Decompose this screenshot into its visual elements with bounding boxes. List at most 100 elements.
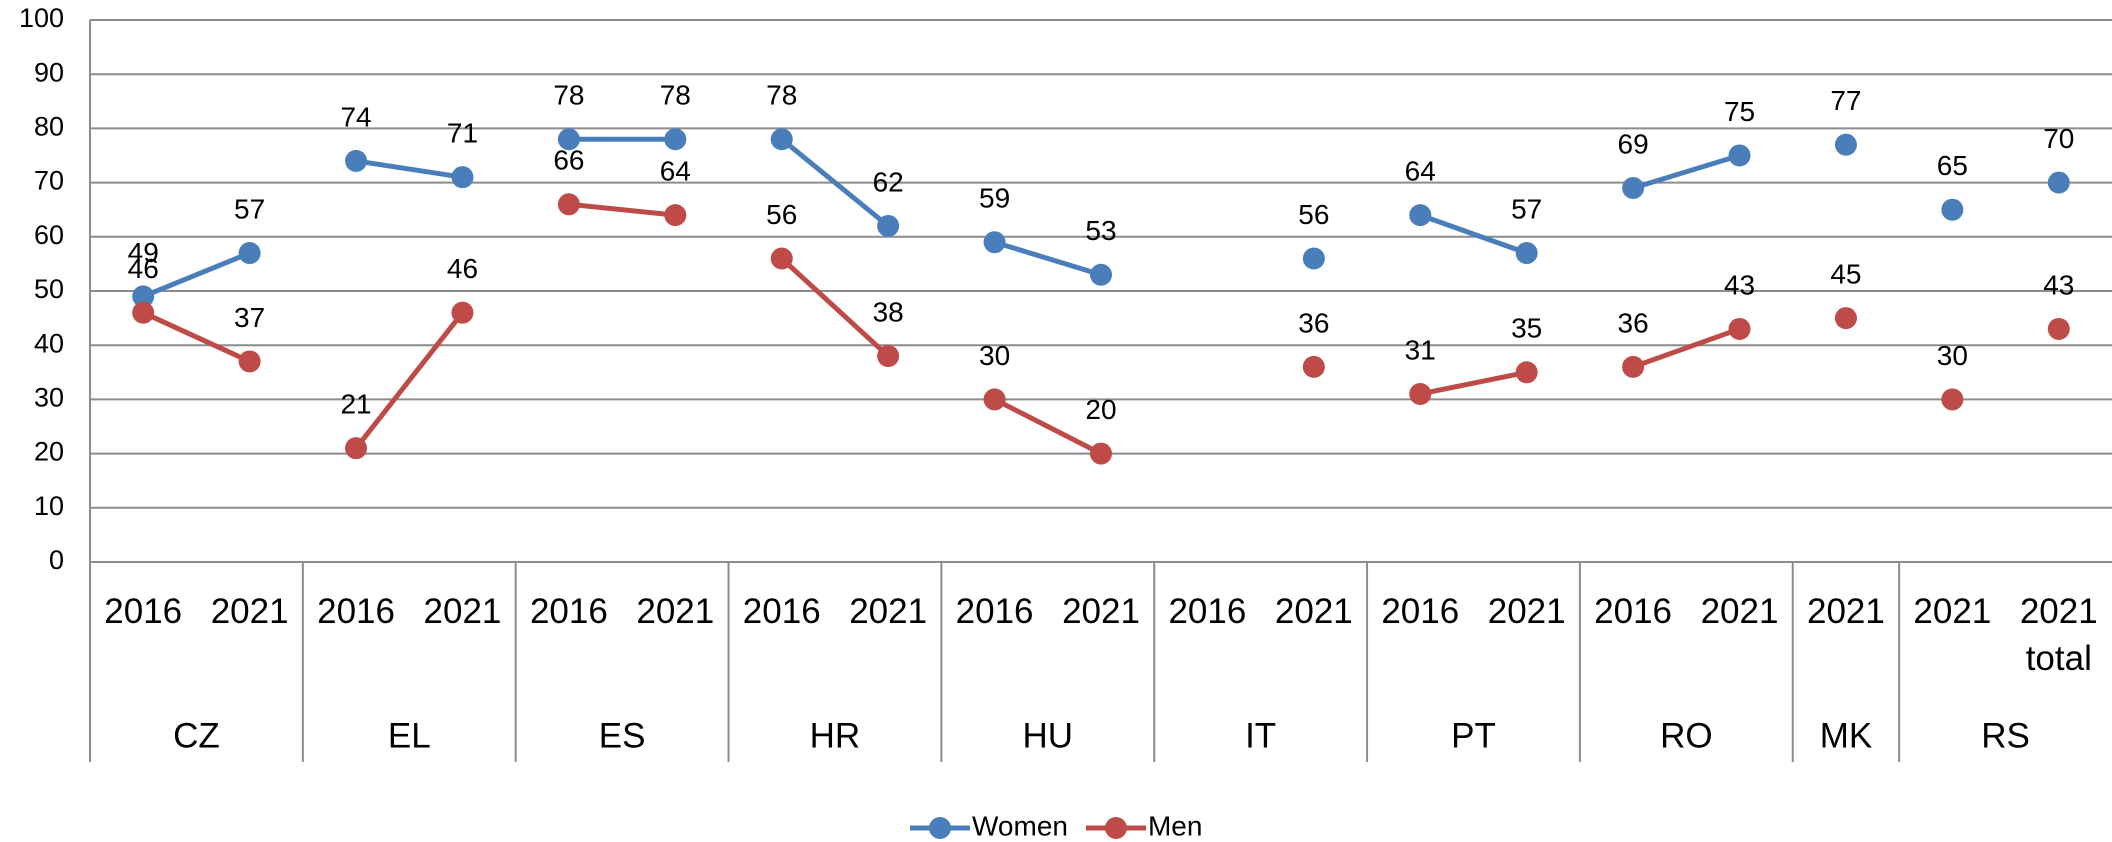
x-tick-label: 2021: [1488, 592, 1566, 631]
data-point: [770, 247, 793, 270]
series-line: [1632, 326, 1741, 370]
y-tick-label: 50: [34, 274, 64, 304]
data-label: 36: [1298, 307, 1329, 338]
data-label: 78: [766, 80, 797, 111]
data-point: [345, 437, 368, 460]
x-tick-label: 2021: [211, 592, 289, 631]
series-line: [1419, 212, 1528, 256]
series-line: [780, 256, 890, 358]
data-label: 65: [1937, 150, 1968, 181]
y-tick-label: 70: [34, 166, 64, 196]
data-label: 43: [2043, 269, 2074, 300]
data-point: [770, 128, 793, 151]
data-label: 78: [553, 80, 584, 111]
data-point: [132, 285, 155, 308]
group-label: RO: [1660, 716, 1713, 755]
series-line: [568, 201, 676, 218]
data-point: [664, 128, 687, 151]
data-label: 69: [1618, 128, 1649, 159]
data-label: 71: [447, 118, 478, 149]
group-label: PT: [1451, 716, 1496, 755]
data-point: [1728, 317, 1751, 340]
data-point: [1090, 442, 1112, 465]
x-tick-label: 2021 total: [2020, 592, 2098, 678]
series-line: [780, 137, 890, 228]
group-label: CZ: [173, 716, 220, 755]
series-line: [354, 311, 465, 450]
data-label: 30: [1937, 340, 1968, 371]
data-point: [238, 350, 261, 373]
data-point: [1941, 388, 1964, 411]
y-tick-label: 0: [49, 545, 64, 575]
data-point: [877, 214, 900, 237]
x-tick-label: 2016: [1168, 592, 1246, 631]
data-point: [451, 301, 474, 324]
data-label: 35: [1511, 313, 1542, 344]
series-line: [1632, 153, 1741, 191]
data-point: [238, 242, 261, 265]
data-point: [345, 149, 368, 172]
data-label: 56: [1298, 199, 1329, 230]
data-label: 46: [447, 253, 478, 284]
data-point: [1622, 355, 1645, 378]
data-label: 20: [1085, 394, 1116, 425]
data-label: 36: [1618, 307, 1649, 338]
data-label: 74: [340, 101, 371, 132]
data-point: [983, 231, 1006, 254]
y-tick-label: 60: [34, 220, 64, 250]
legend-marker: [1104, 817, 1127, 839]
data-point: [2047, 171, 2070, 194]
x-tick-label: 2016: [1594, 592, 1672, 631]
x-tick-label: 2021: [849, 592, 927, 631]
data-point: [1515, 361, 1538, 384]
data-point: [451, 166, 474, 189]
data-label: 57: [1511, 193, 1542, 224]
data-point: [1622, 177, 1645, 200]
series-line: [142, 250, 251, 299]
series-line: [993, 239, 1102, 278]
data-label: 43: [1724, 269, 1755, 300]
data-point: [1834, 307, 1857, 330]
data-point: [132, 301, 155, 324]
x-tick-label: 2021: [636, 592, 714, 631]
x-tick-label: 2021: [1275, 592, 1353, 631]
x-tick-label: 2021: [1807, 592, 1885, 631]
group-label: MK: [1820, 716, 1873, 755]
data-label: 31: [1405, 334, 1436, 365]
data-label: 64: [1405, 156, 1436, 187]
data-point: [1409, 382, 1432, 405]
y-tick-label: 80: [34, 112, 64, 142]
x-tick-label: 2021: [1701, 592, 1779, 631]
data-point: [1515, 242, 1538, 265]
data-point: [1834, 133, 1857, 156]
data-label: 53: [1085, 215, 1116, 246]
group-label: ES: [599, 716, 646, 755]
legend-marker: [929, 817, 951, 839]
data-label: 78: [660, 80, 691, 111]
x-tick-label: 2016: [317, 592, 395, 631]
data-label: 49: [128, 237, 159, 268]
series-line: [993, 397, 1103, 456]
group-label: IT: [1245, 716, 1276, 755]
data-label: 45: [1830, 258, 1861, 289]
legend-label: Men: [1148, 810, 1202, 841]
group-label: HR: [810, 716, 861, 755]
x-tick-label: 2021: [1913, 592, 1991, 631]
x-tick-label: 2016: [1381, 592, 1459, 631]
data-point: [2047, 317, 2070, 340]
series-line: [355, 158, 463, 180]
y-tick-label: 40: [34, 328, 64, 358]
data-label: 37: [234, 302, 265, 333]
data-point: [1941, 198, 1964, 221]
series-line: [142, 310, 251, 364]
y-tick-label: 100: [19, 3, 64, 33]
x-tick-label: 2016: [530, 592, 608, 631]
data-label: 70: [2043, 123, 2074, 154]
legend-label: Women: [972, 810, 1068, 841]
data-label: 21: [340, 389, 371, 420]
data-label: 56: [766, 199, 797, 230]
x-tick-label: 2016: [956, 592, 1034, 631]
data-label: 77: [1830, 85, 1861, 116]
x-tick-label: 2021: [424, 592, 502, 631]
data-point: [1090, 263, 1112, 286]
